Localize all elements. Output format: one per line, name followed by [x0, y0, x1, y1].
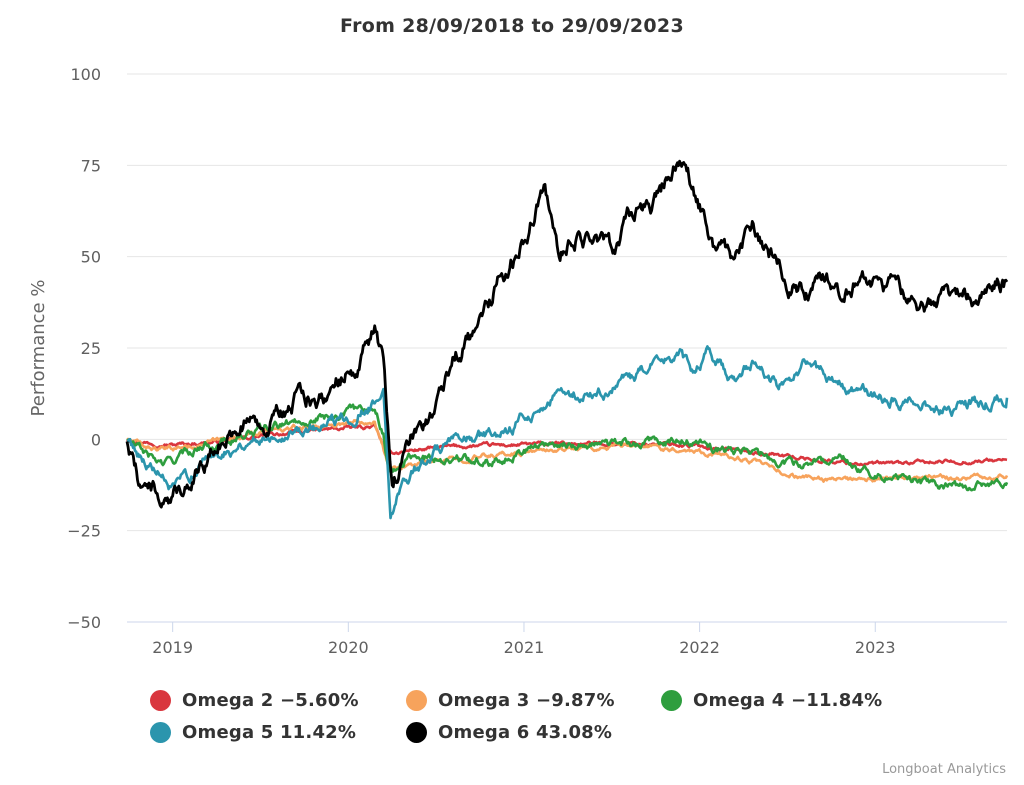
x-tick-label: 2022 — [679, 638, 720, 657]
legend-label-omega-5: Omega 5 11.42% — [182, 722, 357, 743]
x-tick-label: 2021 — [504, 638, 545, 657]
legend-item-omega-4[interactable]: Omega 4 −11.84% — [661, 690, 882, 711]
y-tick-label: −25 — [67, 522, 101, 541]
x-tick-label: 2019 — [152, 638, 193, 657]
legend-item-omega-6[interactable]: Omega 6 43.08% — [406, 722, 612, 743]
legend-label-omega-6: Omega 6 43.08% — [438, 722, 613, 743]
legend-label-omega-2: Omega 2 −5.60% — [182, 690, 359, 711]
series-line-omega-3[interactable] — [126, 419, 1009, 483]
x-tick-label: 2020 — [328, 638, 369, 657]
legend-item-omega-3[interactable]: Omega 3 −9.87% — [406, 690, 615, 711]
credits[interactable]: Longboat Analytics — [882, 762, 1006, 777]
y-axis-label: Performance % — [28, 280, 49, 417]
series-line-omega-2[interactable] — [126, 423, 1008, 467]
series-line-omega-4[interactable] — [126, 403, 1009, 492]
y-tick-label: 50 — [81, 248, 101, 267]
legend-marker-omega-5 — [150, 722, 171, 743]
y-tick-label: 100 — [70, 65, 101, 84]
y-axis-ticks: 100 75 50 25 0 −25 −50 — [67, 65, 101, 632]
series-lines — [125, 159, 1009, 520]
y-tick-label: 25 — [81, 339, 101, 358]
legend-item-omega-2[interactable]: Omega 2 −5.60% — [150, 690, 359, 711]
series-line-omega-6[interactable] — [125, 159, 1009, 509]
legend-marker-omega-4 — [661, 690, 682, 711]
y-tick-label: 0 — [91, 430, 101, 449]
chart-title: From 28/09/2018 to 29/09/2023 — [340, 15, 684, 37]
y-tick-label: −50 — [67, 613, 101, 632]
legend-marker-omega-3 — [406, 690, 427, 711]
legend-label-omega-4: Omega 4 −11.84% — [693, 690, 883, 711]
y-tick-label: 75 — [81, 156, 101, 175]
legend-item-omega-5[interactable]: Omega 5 11.42% — [150, 722, 356, 743]
series-line-omega-5[interactable] — [126, 345, 1009, 520]
x-axis: 2019 2020 2021 2022 2023 — [127, 621, 1007, 657]
legend-marker-omega-6 — [406, 722, 427, 743]
legend-label-omega-3: Omega 3 −9.87% — [438, 690, 615, 711]
legend-marker-omega-2 — [150, 690, 171, 711]
x-tick-label: 2023 — [855, 638, 896, 657]
